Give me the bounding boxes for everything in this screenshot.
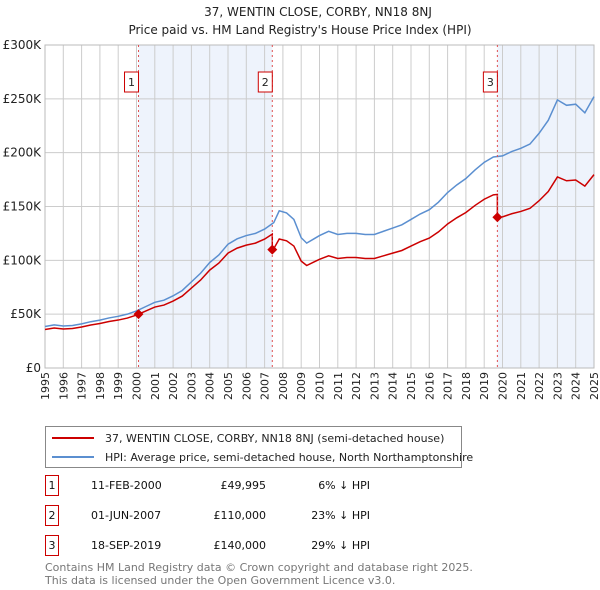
x-tick-label: 1996 xyxy=(57,372,70,400)
y-tick-label: £100K xyxy=(3,253,43,267)
x-tick-label: 2025 xyxy=(588,372,600,400)
sale-hpi-diff: 6% ↓ HPI xyxy=(318,479,370,492)
x-tick-label: 2024 xyxy=(570,372,583,400)
x-tick-label: 2020 xyxy=(497,372,510,400)
footer-copyright: Contains HM Land Registry data © Crown c… xyxy=(45,561,473,574)
sale-point-diamond xyxy=(267,244,278,255)
sale-price: £110,000 xyxy=(213,509,267,522)
sale-date: 01-JUN-2007 xyxy=(91,509,162,522)
sale-row: 1 11-FEB-2000 £49,995 6% ↓ HPI xyxy=(45,475,385,497)
y-tick-label: £300K xyxy=(3,38,43,52)
x-tick-label: 2023 xyxy=(551,372,564,400)
x-tick-label: 2009 xyxy=(295,372,308,400)
x-tick-label: 2007 xyxy=(259,372,272,400)
legend-item-hpi: HPI: Average price, semi-detached house,… xyxy=(52,449,473,465)
y-tick-label: £150K xyxy=(3,200,43,214)
chart: 37, WENTIN CLOSE, CORBY, NN18 8NJ Price … xyxy=(3,5,600,400)
x-tick-label: 2001 xyxy=(149,372,162,400)
x-tick-label: 2008 xyxy=(277,372,290,400)
sale-row: 2 01-JUN-2007 £110,000 23% ↓ HPI xyxy=(45,505,385,527)
x-tick-label: 1995 xyxy=(39,372,52,400)
legend-label-property: 37, WENTIN CLOSE, CORBY, NN18 8NJ (semi-… xyxy=(105,431,445,445)
legend-swatch-hpi xyxy=(52,456,94,458)
sale-label-number: 3 xyxy=(487,76,494,89)
x-tick-label: 2021 xyxy=(515,372,528,400)
x-tick-label: 2015 xyxy=(405,372,418,400)
sale-number: 1 xyxy=(45,475,59,496)
x-tick-label: 2010 xyxy=(314,372,327,400)
sale-point-diamond xyxy=(492,212,503,223)
x-tick-label: 2018 xyxy=(460,372,473,400)
sale-hpi-diff: 23% ↓ HPI xyxy=(311,509,370,522)
x-tick-label: 2003 xyxy=(185,372,198,400)
x-tick-label: 2011 xyxy=(332,372,345,400)
y-tick-label: £250K xyxy=(3,92,43,106)
legend: 37, WENTIN CLOSE, CORBY, NN18 8NJ (semi-… xyxy=(45,426,473,468)
sale-hpi-diff: 29% ↓ HPI xyxy=(311,539,370,552)
plot-border xyxy=(44,44,595,369)
x-tick-label: 2012 xyxy=(350,372,363,400)
sale-number: 3 xyxy=(45,535,59,556)
sale-price: £140,000 xyxy=(213,539,267,552)
x-tick-label: 1997 xyxy=(76,372,89,400)
legend-item-property: 37, WENTIN CLOSE, CORBY, NN18 8NJ (semi-… xyxy=(52,430,444,446)
sale-point-diamond xyxy=(133,309,144,320)
y-tick-label: £50K xyxy=(10,307,42,321)
x-tick-label: 2004 xyxy=(204,372,217,400)
x-tick-label: 2022 xyxy=(533,372,546,400)
hpi-line xyxy=(44,96,595,328)
x-tick-label: 2016 xyxy=(423,372,436,400)
sale-number: 2 xyxy=(45,505,59,526)
x-tick-label: 2000 xyxy=(131,372,144,400)
sale-date: 18-SEP-2019 xyxy=(91,539,162,552)
x-tick-label: 2005 xyxy=(222,372,235,400)
legend-swatch-property xyxy=(52,437,94,439)
sale-label-number: 2 xyxy=(262,76,269,89)
sale-label-box xyxy=(124,71,140,93)
x-tick-label: 2006 xyxy=(240,372,253,400)
sale-label-box xyxy=(257,71,273,93)
legend-label-hpi: HPI: Average price, semi-detached house,… xyxy=(105,450,474,464)
x-tick-label: 1998 xyxy=(94,372,107,400)
sale-date: 11-FEB-2000 xyxy=(91,479,162,492)
sale-label-box xyxy=(482,71,498,93)
sale-label-number: 1 xyxy=(128,76,135,89)
footer-licence: This data is licensed under the Open Gov… xyxy=(45,574,396,587)
sale-price: £49,995 xyxy=(220,479,267,492)
x-tick-label: 2013 xyxy=(368,372,381,400)
x-tick-label: 2014 xyxy=(387,372,400,400)
chart-subtitle: Price paid vs. HM Land Registry's House … xyxy=(128,23,471,37)
y-tick-label: £200K xyxy=(3,146,43,160)
x-tick-label: 1999 xyxy=(112,372,125,400)
chart-title: 37, WENTIN CLOSE, CORBY, NN18 8NJ xyxy=(204,5,432,19)
y-tick-label: £0 xyxy=(26,361,41,375)
sale-row: 3 18-SEP-2019 £140,000 29% ↓ HPI xyxy=(45,535,385,557)
x-tick-label: 2002 xyxy=(167,372,180,400)
x-tick-label: 2017 xyxy=(442,372,455,400)
x-tick-label: 2019 xyxy=(478,372,491,400)
